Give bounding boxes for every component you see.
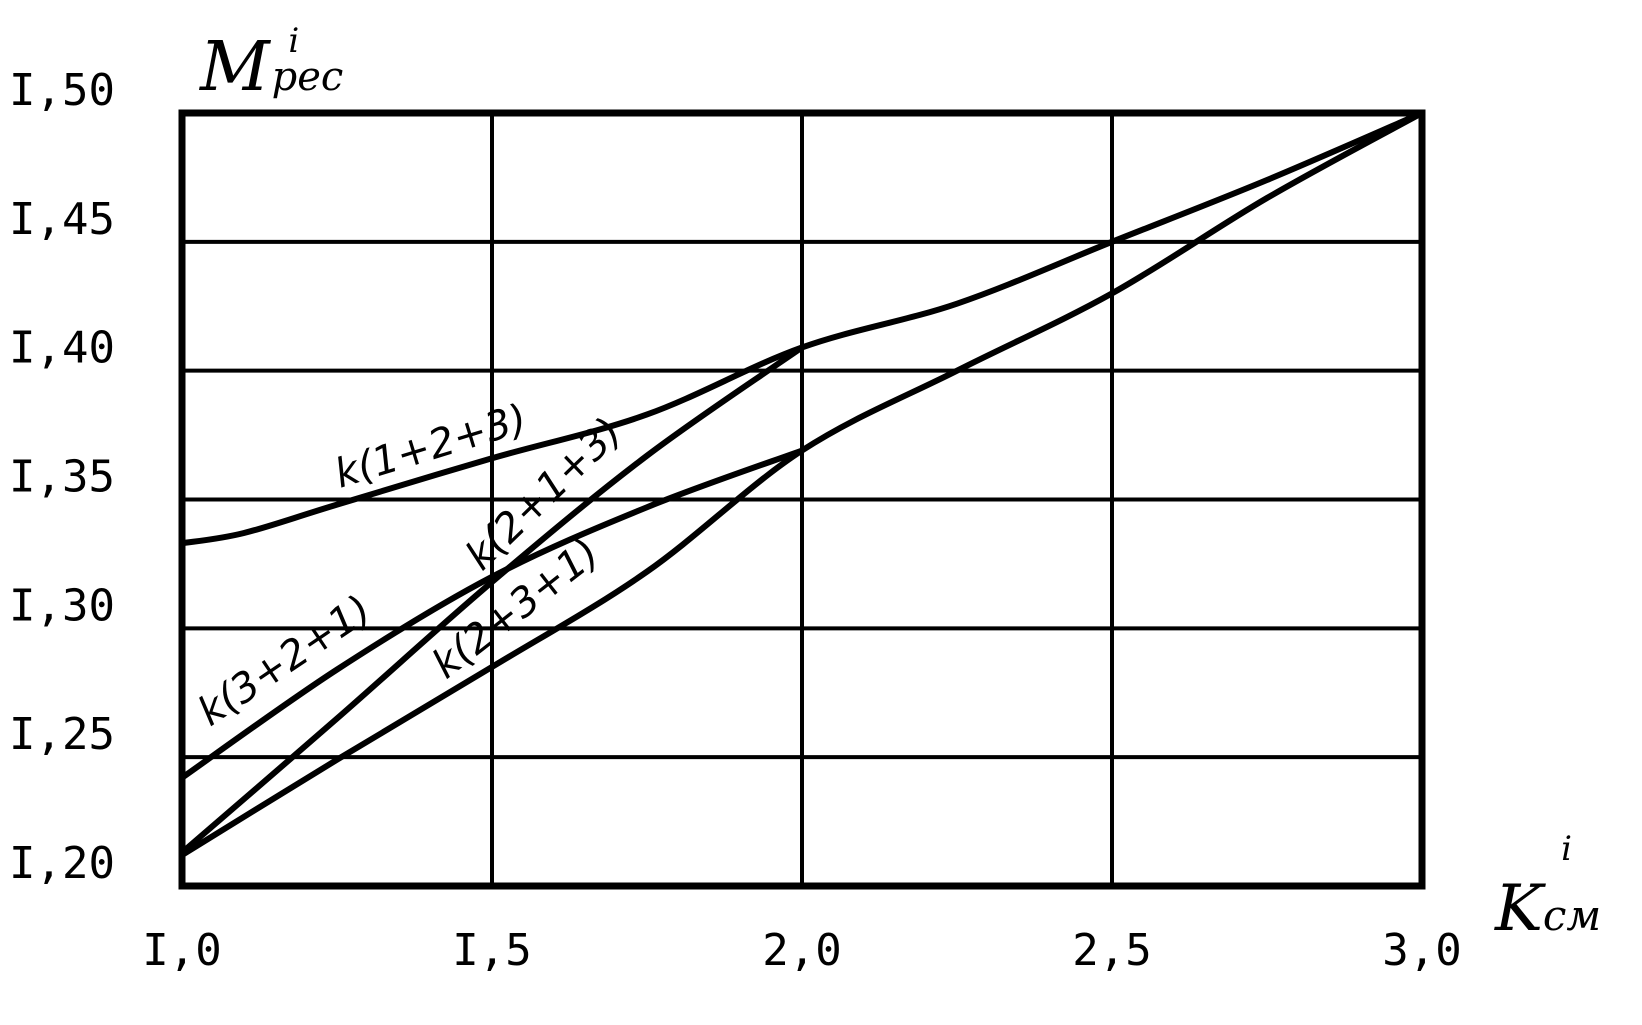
x-axis-title: Kсмi <box>1494 829 1601 946</box>
y-tick-labels: I,20 I,25 I,30 I,35 I,40 I,45 I,50 <box>9 65 115 889</box>
series-line-1 <box>179 110 1425 547</box>
x-tick-label: 3,0 <box>1382 925 1461 976</box>
grid <box>180 111 1424 888</box>
x-tick-label: 2,5 <box>1072 925 1151 976</box>
series-line-2 <box>179 344 805 856</box>
curves <box>179 110 1425 859</box>
series-line-3 <box>179 447 805 781</box>
y-tick-label: I,20 <box>9 838 115 889</box>
y-tick-label: I,50 <box>9 65 115 116</box>
y-tick-label: I,45 <box>9 194 115 245</box>
y-tick-label: I,35 <box>9 452 115 503</box>
y-tick-label: I,25 <box>9 709 115 760</box>
y-axis-title: Mресi <box>198 21 343 107</box>
x-tick-label: 2,0 <box>762 925 841 976</box>
x-tick-label: I,5 <box>452 925 531 976</box>
x-tick-labels: I,0 I,5 2,0 2,5 3,0 <box>142 925 1461 976</box>
x-tick-label: I,0 <box>142 925 221 976</box>
y-tick-label: I,40 <box>9 323 115 374</box>
series-label-1: k(1+2+3) <box>329 396 532 498</box>
plot-border <box>178 109 1426 890</box>
y-tick-label: I,30 <box>9 580 115 631</box>
series-line-4 <box>179 110 1425 859</box>
plot-frame <box>178 109 1426 890</box>
curve-labels: k(1+2+3)k(2+1+3)k(3+2+1) k(2+3+1) <box>190 396 631 736</box>
series-label-4: k(2+3+1) <box>424 530 608 688</box>
